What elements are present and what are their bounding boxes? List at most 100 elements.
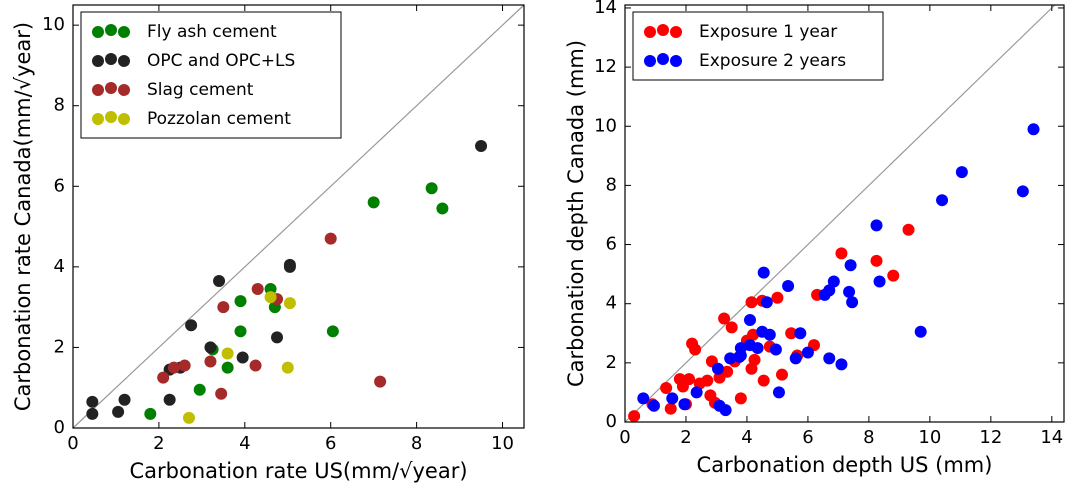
point xyxy=(283,297,296,310)
point xyxy=(234,295,247,308)
point xyxy=(86,407,99,420)
point xyxy=(771,291,784,304)
point xyxy=(1016,185,1029,198)
y-tick-label: 14 xyxy=(594,0,617,18)
point xyxy=(751,342,764,355)
legend-marker xyxy=(92,84,104,96)
point xyxy=(718,312,731,325)
y-tick-label: 10 xyxy=(594,115,617,136)
point xyxy=(713,399,726,412)
point xyxy=(475,140,488,152)
x-axis-label: Carbonation rate US(mm/√year) xyxy=(129,459,467,483)
legend-marker xyxy=(105,82,117,94)
y-axis-label: Carbonation depth Canada (mm) xyxy=(564,40,588,387)
point xyxy=(689,343,702,356)
point xyxy=(204,341,217,354)
y-tick-label: 4 xyxy=(606,293,617,314)
point xyxy=(725,321,738,334)
x-tick-label: 8 xyxy=(863,427,874,448)
point xyxy=(193,383,206,396)
y-tick-label: 0 xyxy=(54,417,65,438)
point xyxy=(734,342,747,355)
point xyxy=(760,296,773,309)
point xyxy=(683,373,696,386)
point xyxy=(204,355,217,368)
x-tick-label: 6 xyxy=(802,427,813,448)
point xyxy=(887,269,900,282)
point xyxy=(236,351,249,364)
y-tick-label: 0 xyxy=(606,411,617,432)
point xyxy=(628,410,641,423)
legend-marker xyxy=(670,55,682,67)
point xyxy=(776,368,789,381)
point xyxy=(234,325,247,338)
y-tick-label: 2 xyxy=(606,352,617,373)
point xyxy=(182,411,195,424)
y-tick-label: 4 xyxy=(54,256,65,277)
point xyxy=(213,274,226,287)
y-axis-label: Carbonation rate Canada(mm/√year) xyxy=(11,22,35,411)
x-tick-label: 4 xyxy=(239,433,250,454)
point xyxy=(251,283,264,296)
point xyxy=(914,325,927,338)
legend-marker xyxy=(105,24,117,36)
point xyxy=(743,313,756,326)
point xyxy=(747,328,760,341)
point xyxy=(281,361,294,374)
x-tick-label: 12 xyxy=(979,427,1002,448)
point xyxy=(666,392,679,405)
x-tick-label: 0 xyxy=(67,433,78,454)
legend-marker xyxy=(657,24,669,36)
point xyxy=(178,359,191,372)
legend-marker xyxy=(670,26,682,38)
y-tick-label: 8 xyxy=(54,95,65,116)
point xyxy=(789,352,802,365)
point xyxy=(785,327,798,340)
point xyxy=(870,219,883,232)
point xyxy=(801,346,814,359)
legend-box xyxy=(632,11,884,81)
point xyxy=(436,202,449,215)
plot-frame xyxy=(72,4,525,429)
point xyxy=(846,296,859,309)
point xyxy=(690,386,703,399)
y-tick-label: 6 xyxy=(606,234,617,255)
point xyxy=(794,327,807,340)
point xyxy=(955,166,968,179)
legend-marker xyxy=(118,26,130,38)
point xyxy=(721,365,734,378)
point xyxy=(772,386,785,399)
point xyxy=(902,223,915,236)
point xyxy=(425,182,438,195)
legend-marker xyxy=(118,84,130,96)
legend-marker xyxy=(118,55,130,67)
point xyxy=(724,352,737,365)
point xyxy=(873,275,886,288)
x-tick-label: 10 xyxy=(918,427,941,448)
point xyxy=(283,258,296,271)
point xyxy=(734,392,747,405)
legend-label: Pozzolan cement xyxy=(147,109,291,129)
point xyxy=(757,266,770,279)
point xyxy=(157,371,170,384)
reference-line xyxy=(72,4,525,429)
y-tick-label: 8 xyxy=(606,174,617,195)
y-tick-label: 12 xyxy=(594,56,617,77)
x-tick-label: 2 xyxy=(153,433,164,454)
legend-marker xyxy=(657,53,669,65)
x-tick-label: 14 xyxy=(1040,427,1063,448)
point xyxy=(249,359,262,372)
legend-marker xyxy=(105,111,117,123)
x-tick-label: 2 xyxy=(680,427,691,448)
point xyxy=(221,347,234,360)
point xyxy=(756,325,769,338)
point xyxy=(271,331,284,344)
legend-label: Fly ash cement xyxy=(147,22,277,42)
point xyxy=(701,374,714,387)
point xyxy=(664,402,677,415)
point xyxy=(367,196,380,209)
legend-label: Exposure 2 years xyxy=(699,51,846,71)
x-axis-label: Carbonation depth US (mm) xyxy=(697,453,993,477)
point xyxy=(835,358,848,371)
